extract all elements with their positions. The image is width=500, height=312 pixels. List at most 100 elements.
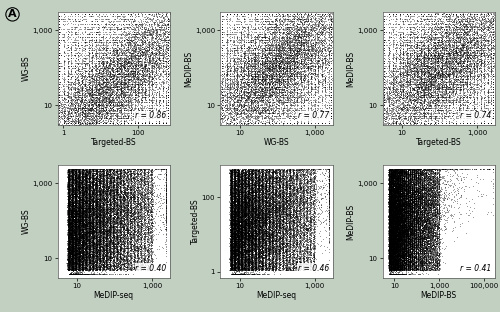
Point	[222, 27, 230, 32]
Point	[386, 214, 394, 219]
Point	[238, 248, 246, 253]
Point	[416, 167, 424, 172]
Point	[399, 183, 407, 188]
Point	[254, 62, 262, 67]
Point	[392, 98, 400, 103]
Point	[459, 50, 467, 55]
Point	[250, 61, 258, 66]
Point	[232, 236, 239, 241]
Point	[78, 208, 86, 213]
Point	[105, 108, 113, 113]
Point	[276, 259, 283, 264]
Point	[240, 177, 248, 182]
Point	[92, 181, 100, 186]
Point	[443, 65, 451, 70]
Point	[391, 185, 399, 190]
Point	[111, 61, 119, 66]
Point	[70, 251, 78, 256]
Point	[285, 222, 293, 227]
Point	[241, 244, 249, 249]
Point	[248, 211, 256, 216]
Point	[111, 211, 119, 216]
Point	[413, 242, 421, 247]
Point	[409, 222, 417, 227]
Point	[389, 204, 397, 209]
Point	[306, 253, 314, 258]
Point	[403, 109, 411, 114]
Point	[230, 257, 238, 262]
Point	[388, 183, 396, 188]
Point	[428, 66, 436, 71]
Point	[304, 226, 312, 231]
Point	[393, 207, 401, 212]
Point	[387, 213, 395, 218]
Point	[254, 97, 262, 102]
Point	[300, 257, 308, 262]
Point	[114, 63, 122, 68]
Point	[418, 263, 426, 268]
Point	[394, 242, 402, 247]
Point	[65, 187, 73, 192]
Point	[386, 175, 394, 180]
Point	[410, 196, 418, 201]
Point	[106, 234, 114, 239]
Point	[387, 225, 395, 230]
Point	[394, 194, 402, 199]
Point	[136, 207, 144, 212]
Point	[107, 167, 115, 172]
Point	[228, 193, 236, 197]
Point	[385, 198, 393, 203]
Point	[396, 29, 404, 34]
Point	[244, 204, 252, 209]
Point	[113, 248, 121, 253]
Point	[240, 212, 248, 217]
Point	[434, 176, 442, 181]
Point	[86, 214, 94, 219]
Point	[384, 197, 392, 202]
Point	[135, 47, 143, 52]
Point	[380, 95, 388, 100]
Point	[241, 214, 249, 219]
Point	[110, 217, 118, 222]
Point	[92, 76, 100, 81]
Point	[73, 255, 81, 260]
Point	[398, 232, 406, 237]
Point	[244, 231, 252, 236]
Point	[390, 224, 398, 229]
Point	[446, 66, 454, 71]
Point	[228, 181, 235, 186]
Point	[241, 170, 249, 175]
Point	[406, 224, 414, 229]
Point	[252, 239, 260, 244]
Point	[392, 170, 400, 175]
Point	[102, 103, 110, 108]
Point	[282, 256, 290, 261]
Point	[424, 187, 432, 192]
Point	[269, 245, 277, 250]
Point	[290, 257, 298, 262]
Point	[388, 171, 396, 176]
Point	[134, 82, 142, 87]
Point	[113, 191, 121, 196]
Point	[462, 63, 470, 68]
Point	[254, 241, 262, 246]
Point	[236, 232, 244, 237]
Point	[427, 246, 435, 251]
Point	[432, 100, 440, 105]
Point	[408, 191, 416, 196]
Point	[116, 64, 124, 69]
Point	[252, 231, 260, 236]
Point	[242, 225, 250, 230]
Point	[387, 200, 395, 205]
Point	[90, 176, 98, 181]
Point	[406, 260, 413, 265]
Point	[281, 181, 289, 186]
Point	[64, 198, 72, 203]
Point	[88, 192, 96, 197]
Point	[242, 211, 250, 216]
Point	[478, 79, 486, 84]
Point	[113, 261, 121, 266]
Point	[67, 253, 75, 258]
Point	[146, 236, 154, 241]
Point	[231, 243, 239, 248]
